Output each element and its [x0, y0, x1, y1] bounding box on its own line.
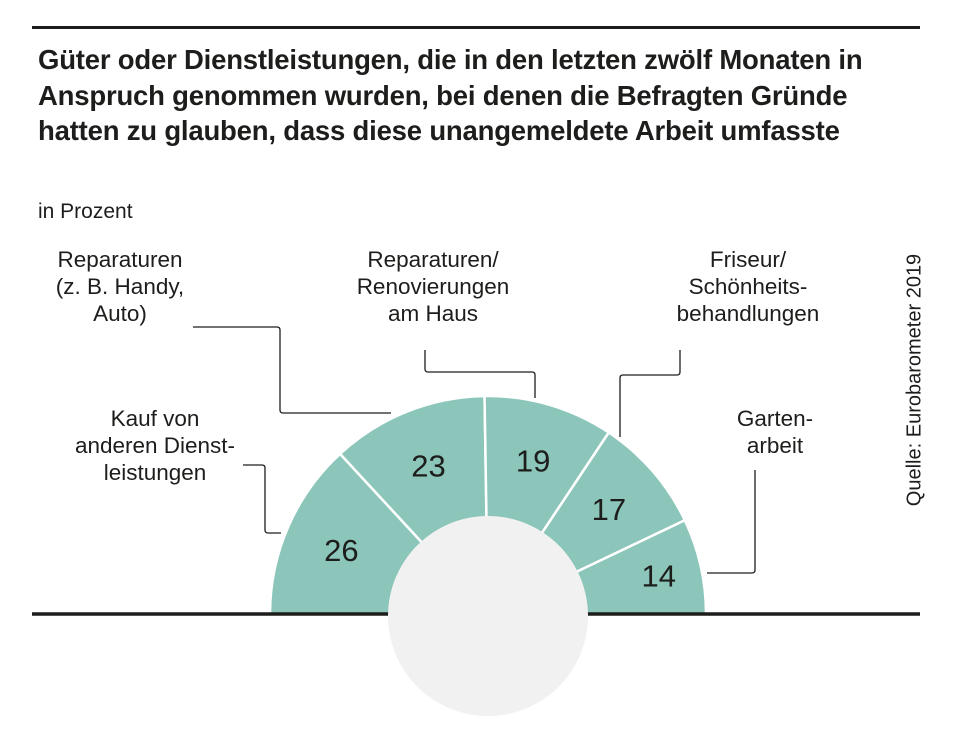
value-label-4: 14 [641, 558, 675, 593]
center-circle [388, 516, 588, 716]
slice-label-4: Garten- arbeit [736, 406, 814, 458]
value-label-3: 17 [592, 492, 626, 527]
value-label-1: 23 [411, 448, 445, 483]
leader-line-4 [707, 470, 756, 574]
slice-label-3: Friseur/ Schönheits- behandlungen [676, 247, 820, 326]
value-label-2: 19 [516, 443, 550, 478]
value-label-0: 26 [324, 533, 358, 568]
leader-line-0 [243, 464, 281, 534]
leader-line-3 [619, 350, 681, 437]
slice-label-1: Reparaturen (z. B. Handy, Auto) [55, 247, 185, 326]
leader-line-2 [424, 350, 536, 398]
slice-label-2: Reparaturen/ Renovierungen am Haus [356, 247, 510, 326]
top-rule [32, 26, 920, 29]
leader-line-1 [193, 326, 391, 414]
slice-label-0: Kauf von anderen Dienst- leistungen [74, 406, 236, 485]
chart-title: Güter oder Dienstleistungen, die in den … [38, 44, 863, 146]
chart-subtitle: in Prozent [38, 200, 133, 223]
